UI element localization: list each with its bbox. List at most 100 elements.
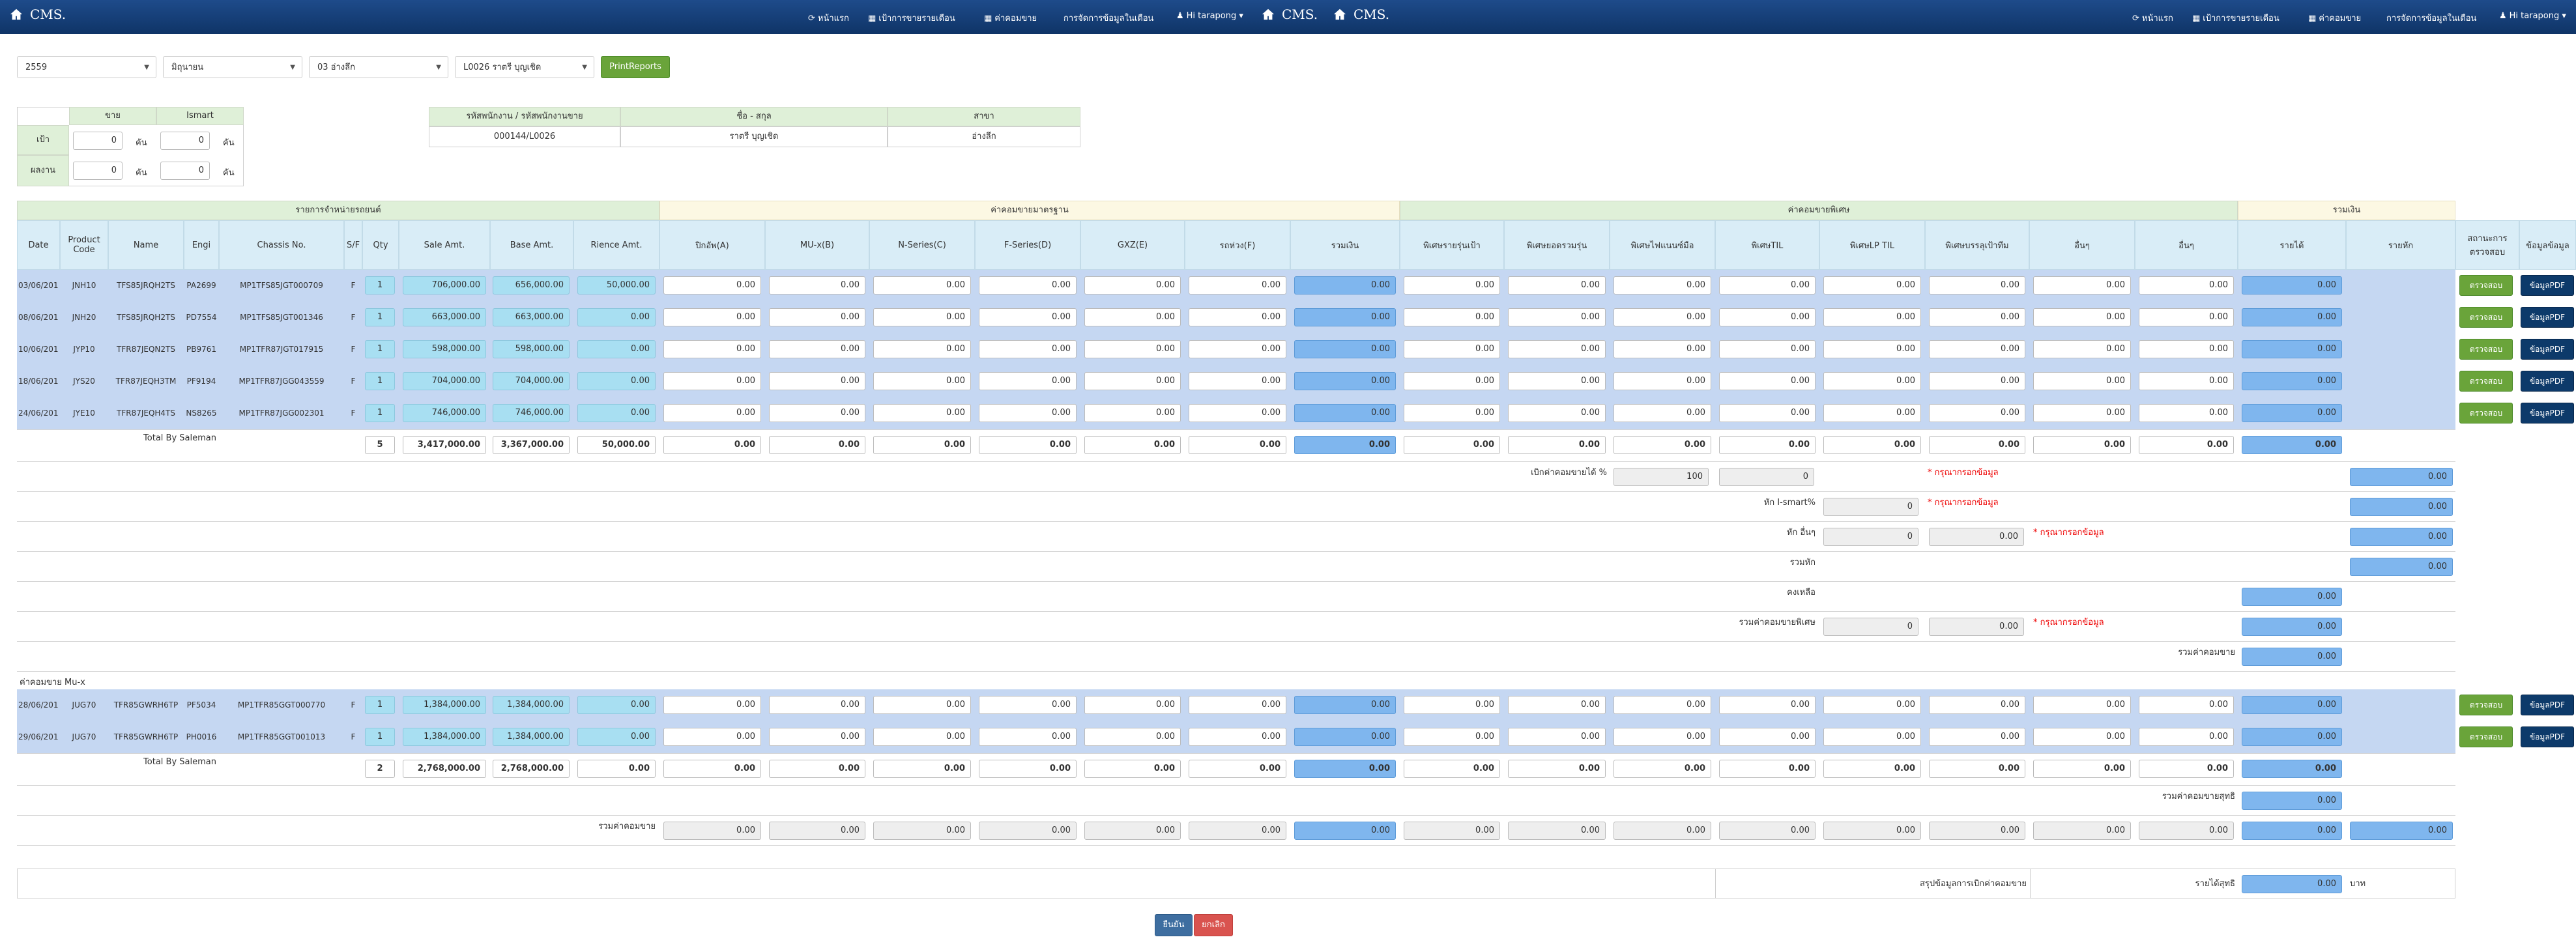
cell-amount-input[interactable]: 0.00 [1508,696,1606,714]
cell-amount-input[interactable]: 0.00 [1189,696,1286,714]
cell-amount-input[interactable]: 0.00 [663,308,761,326]
cell-amount-input[interactable]: 0.00 [663,372,761,390]
cell-base-input[interactable]: 598,000.00 [493,340,570,358]
cell-amount-input[interactable]: 0.00 [1508,340,1606,358]
month-select[interactable]: มิถุนายน ▼ [163,56,302,78]
cell-amount-input[interactable]: 0.00 [2033,308,2131,326]
other-input[interactable]: 0 [1823,528,1918,546]
cell-amount-input[interactable]: 0.00 [769,696,865,714]
grand-amount[interactable]: 0.00 [873,822,971,840]
cell-amount-input[interactable]: 0.00 [979,308,1077,326]
cell-amount-input[interactable]: 0.00 [1614,696,1711,714]
cell-amount-input[interactable]: 0.00 [769,728,865,746]
cell-amount-input[interactable]: 0.00 [1823,276,1921,294]
cell-amount-input[interactable]: 0.00 [1294,308,1396,326]
other-total[interactable]: 0.00 [2350,528,2453,546]
cell-amount-input[interactable]: 0.00 [663,728,761,746]
cell-amount-input[interactable]: 0.00 [2242,276,2342,294]
pct-amount[interactable]: 0 [1719,468,1814,486]
check-button[interactable]: ตรวจสอบ [2459,403,2513,424]
cell-amount-input[interactable]: 0.00 [1294,404,1396,422]
nav-target[interactable]: ▦ เป้าการขายรายเดือน [868,11,955,25]
grand-amount[interactable]: 0.00 [663,822,761,840]
cell-amount-input[interactable]: 0.00 [873,340,971,358]
cell-amount-input[interactable]: 0.00 [2242,696,2342,714]
cell-rience-input[interactable]: 50,000.00 [577,276,656,294]
special-total[interactable]: 0.00 [2242,618,2342,636]
cell-amount-input[interactable]: 0.00 [1084,308,1181,326]
cell-amount-input[interactable]: 0.00 [2242,404,2342,422]
remain-total[interactable]: 0.00 [2242,588,2342,606]
pdf-button[interactable]: ข้อมูลPDF [2521,403,2574,424]
cell-amount-input[interactable]: 0.00 [1614,308,1711,326]
cell-amount-input[interactable]: 0.00 [1084,696,1181,714]
cell-amount-input[interactable]: 0.00 [1404,340,1500,358]
pdf-button[interactable]: ข้อมูลPDF [2521,275,2574,296]
cell-amount-input[interactable]: 0.00 [1823,308,1921,326]
cell-amount-input[interactable]: 0.00 [873,308,971,326]
cell-amount-input[interactable]: 0.00 [1404,696,1500,714]
check-button[interactable]: ตรวจสอบ [2459,695,2513,715]
cell-amount-input[interactable]: 0.00 [979,372,1077,390]
grand-amount[interactable]: 0.00 [769,822,865,840]
cell-amount-input[interactable]: 0.00 [1614,340,1711,358]
brand-2[interactable]: CMS. [1261,7,1318,22]
year-select[interactable]: 2559 ▼ [17,56,156,78]
cell-amount-input[interactable]: 0.00 [1614,404,1711,422]
cell-amount-input[interactable]: 0.00 [1929,308,2025,326]
cell-qty-input[interactable]: 1 [365,372,395,390]
pct-input[interactable]: 100 [1614,468,1709,486]
cell-sale-input[interactable]: 663,000.00 [403,308,486,326]
nav-target-right[interactable]: ▦ เป้าการขายรายเดือน [2192,11,2279,25]
cell-amount-input[interactable]: 0.00 [1189,340,1286,358]
cell-amount-input[interactable]: 0.00 [663,404,761,422]
cell-amount-input[interactable]: 0.00 [2139,696,2234,714]
cell-amount-input[interactable]: 0.00 [873,276,971,294]
special-pct[interactable]: 0 [1823,618,1918,636]
cell-amount-input[interactable]: 0.00 [1508,276,1606,294]
check-button[interactable]: ตรวจสอบ [2459,339,2513,360]
cell-amount-input[interactable]: 0.00 [1719,276,1816,294]
grand-amount[interactable]: 0.00 [1823,822,1921,840]
cell-amount-input[interactable]: 0.00 [1404,728,1500,746]
check-button[interactable]: ตรวจสอบ [2459,307,2513,328]
cell-amount-input[interactable]: 0.00 [2242,340,2342,358]
net-income-total[interactable]: 0.00 [2242,875,2342,893]
nav-commission[interactable]: ▦ ค่าคอมขาย [984,11,1037,25]
cell-qty-input[interactable]: 1 [365,696,395,714]
confirm-button[interactable]: ยืนยัน [1155,914,1193,936]
target-sale-input[interactable]: 0 [73,132,123,150]
cell-amount-input[interactable]: 0.00 [1719,340,1816,358]
cell-rience-input[interactable]: 0.00 [577,372,656,390]
cell-base-input[interactable]: 1,384,000.00 [493,696,570,714]
cell-sale-input[interactable]: 746,000.00 [403,404,486,422]
cell-amount-input[interactable]: 0.00 [1929,404,2025,422]
grand-amount[interactable]: 0.00 [1404,822,1500,840]
grand-amount[interactable]: 0.00 [1084,822,1181,840]
cell-qty-input[interactable]: 1 [365,404,395,422]
cell-base-input[interactable]: 656,000.00 [493,276,570,294]
employee-select[interactable]: L0026 ราตรี บุญเชิด ▼ [455,56,594,78]
cell-amount-input[interactable]: 0.00 [1404,372,1500,390]
nav-manage-right[interactable]: การจัดการข้อมูลในเดือน [2386,11,2476,25]
cell-qty-input[interactable]: 1 [365,340,395,358]
cell-amount-input[interactable]: 0.00 [2139,340,2234,358]
brand-3[interactable]: CMS. [1333,7,1389,22]
cell-amount-input[interactable]: 0.00 [1823,696,1921,714]
cell-amount-input[interactable]: 0.00 [2033,696,2131,714]
cell-amount-input[interactable]: 0.00 [1823,372,1921,390]
cell-amount-input[interactable]: 0.00 [2033,340,2131,358]
cell-amount-input[interactable]: 0.00 [2033,404,2131,422]
cell-amount-input[interactable]: 0.00 [2139,728,2234,746]
cell-amount-input[interactable]: 0.00 [1929,728,2025,746]
cell-amount-input[interactable]: 0.00 [1084,340,1181,358]
cell-rience-input[interactable]: 0.00 [577,696,656,714]
cell-amount-input[interactable]: 0.00 [2139,276,2234,294]
cell-amount-input[interactable]: 0.00 [2242,372,2342,390]
cell-amount-input[interactable]: 0.00 [873,372,971,390]
result-ismart-input[interactable]: 0 [160,162,210,180]
other-amount[interactable]: 0.00 [1929,528,2024,546]
cell-qty-input[interactable]: 1 [365,276,395,294]
cell-rience-input[interactable]: 0.00 [577,308,656,326]
nav-home-right[interactable]: ⟳ หน้าแรก [2132,11,2173,25]
